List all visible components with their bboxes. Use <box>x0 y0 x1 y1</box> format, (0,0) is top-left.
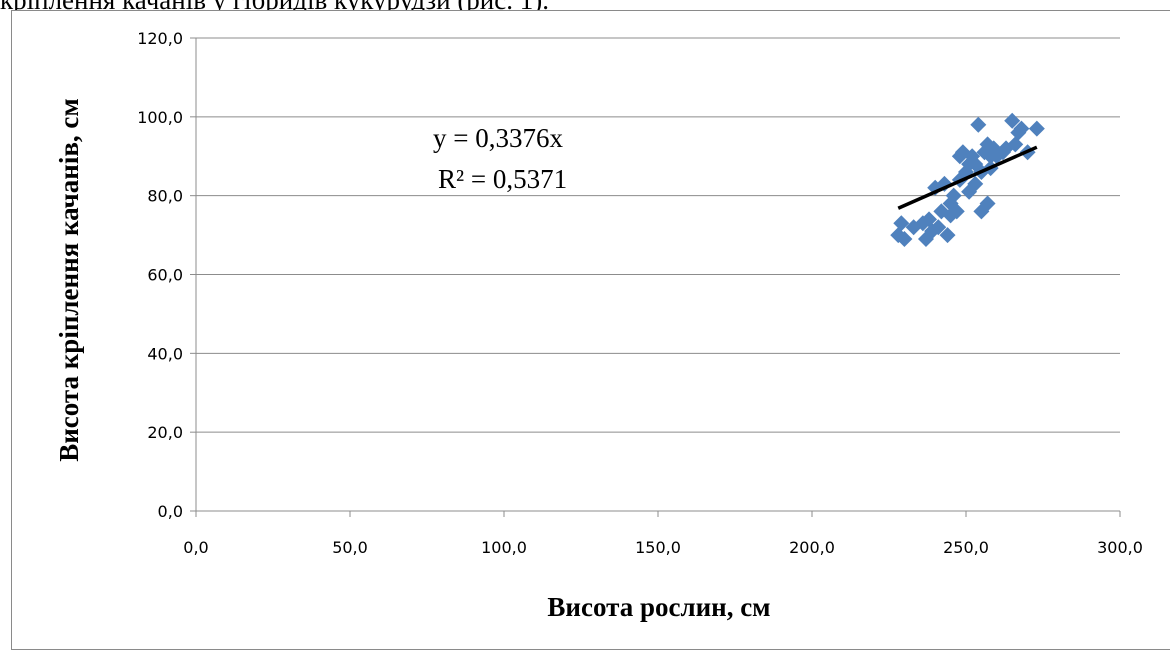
x-tick-label: 100,0 <box>481 538 527 557</box>
data-point-marker <box>970 116 987 133</box>
x-tick-label: 50,0 <box>332 538 368 557</box>
y-tick-label: 80,0 <box>147 187 183 206</box>
data-points <box>890 112 1045 248</box>
data-point-marker <box>896 231 913 248</box>
data-point-marker <box>1013 120 1030 137</box>
x-tick-labels: 0,0 50,0 100,0 150,0 200,0 250,0 300,0 <box>183 538 1143 557</box>
y-tick-labels: 0,0 20,0 40,0 60,0 80,0 100,0 120,0 <box>137 29 183 521</box>
y-tick-label: 100,0 <box>137 108 183 127</box>
x-tick-label: 150,0 <box>635 538 681 557</box>
data-point-marker <box>948 203 965 220</box>
x-tick-label: 0,0 <box>183 538 208 557</box>
data-point-marker <box>979 195 996 212</box>
data-point-marker <box>945 187 962 204</box>
axes <box>190 37 1121 517</box>
trendline-r-squared: R² = 0,5371 <box>438 164 567 194</box>
x-tick-label: 300,0 <box>1097 538 1143 557</box>
x-axis-label: Висота рослин, см <box>547 592 770 622</box>
trendline-equation: y = 0,3376x <box>433 123 563 153</box>
data-point-marker <box>939 227 956 244</box>
x-tick-label: 250,0 <box>943 538 989 557</box>
trendline <box>897 145 1038 210</box>
gridlines <box>196 37 1120 433</box>
data-point-marker <box>921 211 938 228</box>
data-point-marker <box>893 215 910 232</box>
data-point-marker <box>1028 120 1045 137</box>
data-point-marker <box>930 219 947 236</box>
data-point-marker <box>967 175 984 192</box>
y-tick-label: 60,0 <box>147 266 183 285</box>
x-tick-label: 200,0 <box>789 538 835 557</box>
y-tick-label: 120,0 <box>137 29 183 48</box>
data-point-marker <box>1007 136 1024 153</box>
y-tick-label: 20,0 <box>147 423 183 442</box>
y-tick-label: 40,0 <box>147 344 183 363</box>
y-axis-label: Висота кріплення качанів, см <box>54 98 84 462</box>
data-point-marker <box>1004 112 1021 129</box>
y-tick-label: 0,0 <box>158 502 183 521</box>
